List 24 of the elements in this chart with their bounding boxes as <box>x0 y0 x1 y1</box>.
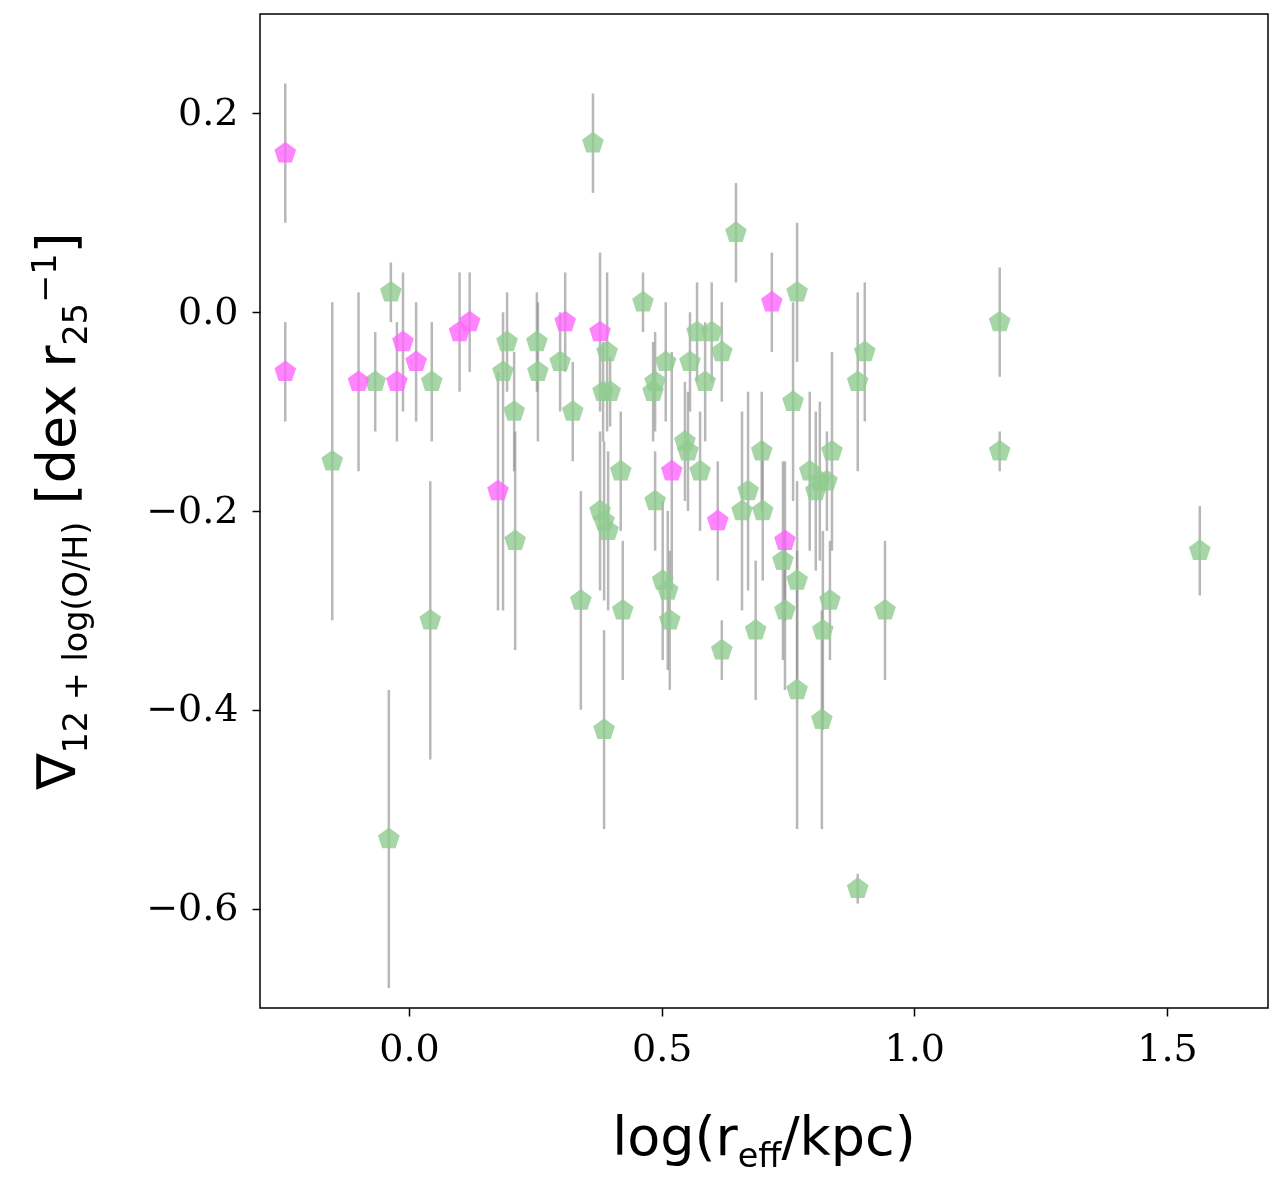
x-tick-label: 1.5 <box>1137 1025 1198 1070</box>
point <box>405 350 427 372</box>
y-tick-label: −0.6 <box>146 885 239 930</box>
point <box>660 459 683 481</box>
point <box>392 330 414 352</box>
point <box>554 310 577 332</box>
x-tick-label: 1.0 <box>884 1025 946 1070</box>
x-axis-title: log(r$_{eff}$/kpc) <box>612 1105 916 1175</box>
point <box>386 370 408 391</box>
point <box>774 529 796 551</box>
point <box>589 320 611 342</box>
point <box>347 370 370 391</box>
point <box>274 360 297 382</box>
point <box>706 509 729 531</box>
y-tick-label: 0.2 <box>178 89 239 134</box>
y-tick-label: −0.4 <box>146 686 239 731</box>
point <box>760 290 783 312</box>
y-tick-label: 0.0 <box>178 288 239 333</box>
point <box>458 310 481 332</box>
point <box>487 479 509 501</box>
x-tick-label: 0.5 <box>631 1025 693 1070</box>
y-tick-label: −0.2 <box>146 487 239 532</box>
x-tick-label: 0.0 <box>379 1025 440 1070</box>
point <box>274 141 297 163</box>
